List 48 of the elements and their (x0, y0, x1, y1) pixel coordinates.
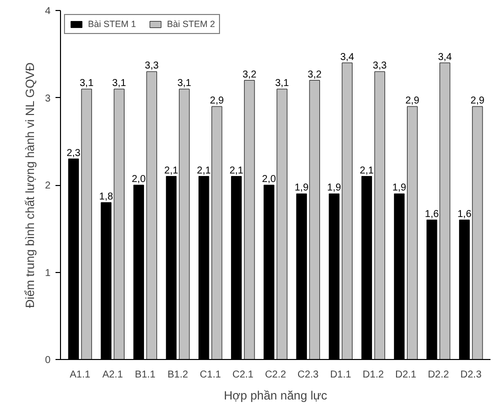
x-tick-label: C2.3 (298, 370, 320, 380)
data-label: 3,4 (438, 52, 452, 63)
y-tick-label: 1 (44, 268, 51, 279)
x-tick-label: C1.1 (200, 370, 222, 380)
data-label: 2,9 (470, 95, 485, 106)
data-label: 1,9 (392, 182, 407, 194)
x-tick-label: D1.1 (330, 370, 352, 380)
y-tick-label: 4 (44, 6, 51, 17)
data-label: 2,1 (164, 165, 179, 176)
y-tick-label: 2 (44, 180, 51, 192)
data-label: 3,1 (112, 78, 127, 90)
data-label: 3,3 (144, 60, 160, 72)
data-label: 2,1 (196, 165, 212, 176)
x-tick-label: D1.2 (362, 370, 384, 380)
x-tick-label: C2.1 (232, 370, 254, 380)
data-label: 2,0 (132, 174, 146, 185)
data-label: 2,0 (262, 174, 276, 185)
legend-label: Bài STEM 1 (88, 19, 136, 29)
data-label: 3,3 (372, 60, 388, 72)
data-label: 3,1 (177, 78, 192, 90)
data-label: 3,2 (242, 69, 257, 80)
data-label: 2,1 (360, 165, 374, 176)
x-tick-label: B1.1 (134, 370, 156, 380)
x-tick-label: D2.2 (428, 370, 450, 380)
x-tick-label: C2.2 (264, 370, 286, 380)
data-label: 1,6 (457, 208, 472, 220)
x-tick-label: A1.1 (70, 370, 91, 380)
y-axis-title: Điểm trung bình chất lượng hành vi NL GQVĐ (22, 62, 37, 308)
y-tick-label: 0 (44, 355, 51, 366)
y-tick-label: 3 (44, 93, 51, 104)
data-label: 1,9 (327, 182, 342, 194)
data-label: 2,3 (66, 148, 81, 159)
data-label: 1,9 (294, 182, 309, 194)
x-tick-label: B1.2 (167, 370, 188, 380)
data-label: 2,9 (210, 95, 224, 106)
data-label: 3,1 (80, 78, 94, 90)
data-label: 3,1 (275, 78, 290, 90)
data-label: 1,6 (424, 208, 440, 220)
x-tick-label: D2.3 (460, 370, 482, 380)
x-axis-title: Hợp phần năng lực (224, 388, 328, 402)
data-label: 2,9 (405, 95, 420, 106)
data-label: 3,2 (308, 69, 322, 80)
data-label: 1,8 (99, 191, 114, 202)
x-tick-label: D2.1 (395, 370, 417, 380)
x-tick-label: A2.1 (102, 370, 124, 380)
legend-label: Bài STEM 2 (167, 19, 216, 29)
data-label: 2,1 (229, 165, 244, 176)
data-label: 3,4 (340, 52, 355, 63)
